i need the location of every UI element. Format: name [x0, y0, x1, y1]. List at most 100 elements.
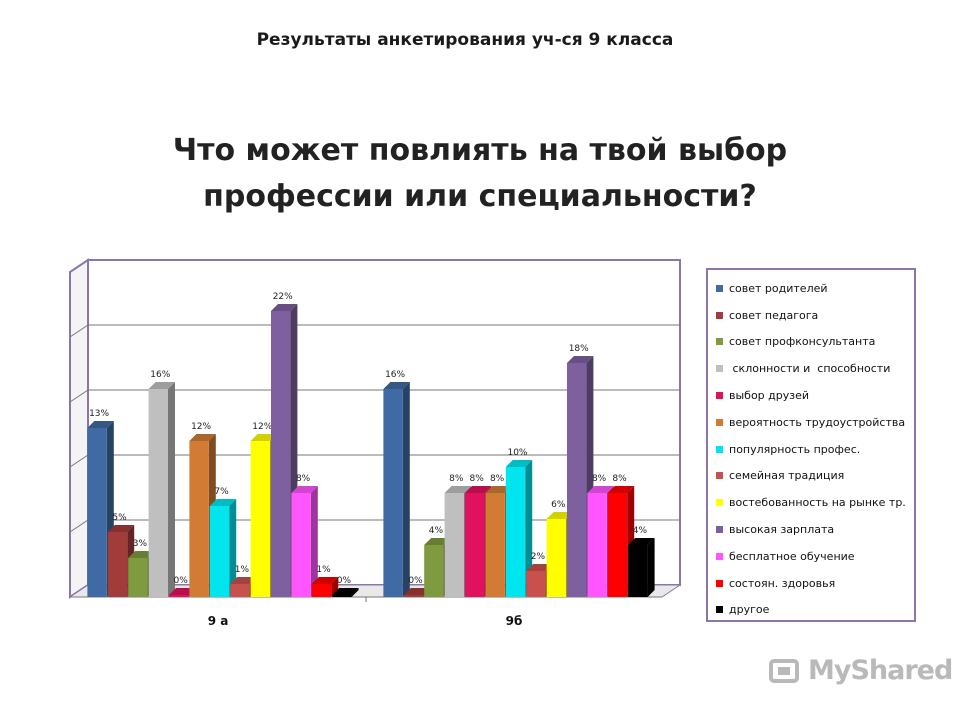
legend-label: выбор друзей — [729, 389, 810, 403]
bar-top — [403, 588, 431, 595]
bar-top — [128, 551, 155, 558]
bar — [526, 571, 546, 597]
bar — [311, 584, 332, 597]
bar-top — [567, 356, 594, 363]
data-label: 2% — [531, 552, 546, 562]
legend-label: бесплатное обучение — [729, 549, 855, 563]
bar — [271, 311, 291, 597]
data-label: 16% — [150, 370, 170, 380]
data-label: 22% — [273, 292, 293, 302]
bar-top — [107, 525, 135, 532]
legend-swatch — [716, 526, 723, 534]
legend-item: востебованность на рынке тр. — [716, 489, 914, 516]
legend-item: другое — [716, 597, 914, 624]
data-label: 0% — [408, 576, 423, 586]
legend-item: совет педагога — [716, 302, 914, 329]
bar — [403, 595, 424, 597]
page-title-line-2: профессии или специальности? — [203, 179, 757, 214]
bar — [230, 584, 250, 597]
legend-item: выбор друзей — [716, 382, 914, 409]
legend-swatch — [716, 311, 723, 319]
bar-side — [525, 460, 533, 597]
bar-top — [526, 564, 553, 571]
bar-top — [250, 434, 277, 441]
data-label: 3% — [133, 539, 148, 549]
bar-top — [444, 486, 471, 493]
bar — [189, 441, 209, 597]
gridline — [69, 454, 89, 468]
bar — [505, 467, 526, 597]
bar — [250, 441, 270, 597]
legend-swatch — [716, 392, 723, 400]
data-label: 1% — [235, 565, 250, 575]
bar-top — [607, 486, 635, 493]
data-label: 18% — [569, 344, 589, 354]
bar — [607, 493, 628, 597]
bar-top — [148, 382, 175, 389]
bar-side — [229, 499, 237, 597]
bar-top — [628, 538, 655, 545]
legend-label: высокая зарплата — [729, 523, 835, 537]
logo-text: MyShared — [808, 654, 953, 686]
data-label: 8% — [592, 474, 607, 484]
data-label: 8% — [296, 474, 311, 484]
page-title: Что может повлиять на твой выбор професс… — [80, 128, 880, 220]
bar-top — [332, 588, 359, 595]
gridline — [69, 519, 89, 533]
legend-item: вероятность трудоустройства — [716, 409, 914, 436]
legend-label: вероятность трудоустройства — [729, 415, 906, 429]
legend-label: состоян. здоровья — [729, 576, 836, 590]
bar-top — [485, 486, 512, 493]
bar-side — [310, 486, 318, 597]
data-label: 8% — [490, 474, 505, 484]
gridline — [69, 389, 89, 403]
data-label: 4% — [633, 526, 648, 536]
legend-item: бесплатное обучение — [716, 543, 914, 570]
data-label: 4% — [429, 526, 444, 536]
legend-label: склонности и способности — [729, 362, 891, 376]
data-label: 8% — [470, 474, 485, 484]
legend-swatch — [716, 284, 723, 292]
bar-top — [169, 588, 196, 595]
legend-swatch — [716, 418, 723, 426]
legend-item: совет профконсультанта — [716, 329, 914, 356]
bar-side — [402, 382, 410, 597]
myshared-logo: MyShared — [768, 650, 953, 690]
data-label: 1% — [316, 565, 331, 575]
bar — [291, 493, 311, 597]
chart-left-wall — [69, 258, 89, 599]
myshared-logo-icon — [769, 659, 799, 683]
bar-top — [424, 538, 451, 545]
bar — [169, 595, 189, 597]
bar-top — [87, 421, 114, 428]
bar-side — [331, 577, 339, 597]
bar — [465, 493, 485, 597]
bar-top — [383, 382, 410, 389]
legend-item: совет родителей — [716, 275, 914, 302]
data-label: 13% — [89, 409, 109, 419]
bar-top — [209, 499, 237, 506]
data-label: 5% — [112, 513, 127, 523]
data-label: 0% — [174, 576, 189, 586]
bar — [444, 493, 464, 597]
legend-swatch — [716, 579, 723, 587]
bar — [424, 545, 444, 597]
legend-swatch — [716, 445, 723, 453]
legend-swatch — [716, 338, 723, 346]
data-label: 8% — [449, 474, 464, 484]
chart-legend: совет родителей совет педагога совет профк… — [706, 268, 916, 622]
data-label: 7% — [214, 487, 229, 497]
bar-top — [189, 434, 216, 441]
bar-side — [647, 538, 655, 597]
bar-top — [311, 577, 339, 584]
bar-top — [271, 304, 298, 311]
data-label: 16% — [385, 370, 405, 380]
bar — [567, 363, 587, 597]
legend-item: склонности и способности — [716, 355, 914, 382]
gridline — [69, 324, 89, 338]
page-subtitle: Результаты анкетирования уч-ся 9 класса — [256, 30, 674, 50]
legend-swatch — [716, 365, 723, 373]
data-label: 6% — [551, 500, 566, 510]
bar — [485, 493, 505, 597]
